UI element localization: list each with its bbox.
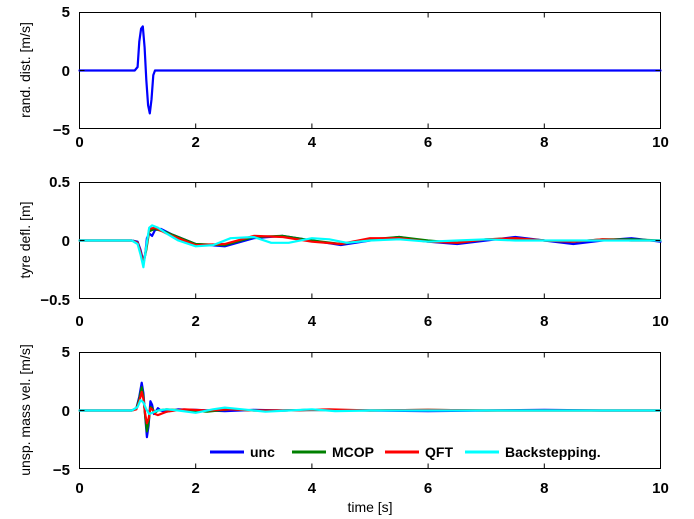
x-tick-label: 6 bbox=[424, 134, 432, 151]
legend-label-mcop: MCOP bbox=[332, 444, 374, 460]
series-layer bbox=[78, 381, 662, 439]
x-tick-label: 10 bbox=[652, 134, 669, 151]
y-tick-label: 0 bbox=[62, 233, 70, 250]
y-tick-label: 0.5 bbox=[49, 174, 70, 191]
legend-label-unc: unc bbox=[250, 444, 275, 460]
panel-random-disturbance: rand. dist. [m/s] 5 0 −5 0 2 4 6 8 10 bbox=[17, 4, 669, 151]
legend: unc MCOP QFT Backstepping. bbox=[210, 444, 601, 460]
x-axis-label: time [s] bbox=[347, 499, 392, 515]
y-tick-label: −5 bbox=[53, 122, 70, 139]
x-tick-label: 8 bbox=[540, 480, 548, 497]
x-tick-label: 2 bbox=[192, 313, 200, 330]
tick-layer bbox=[79, 12, 661, 129]
y-axis-label: rand. dist. [m/s] bbox=[17, 22, 33, 118]
x-tick-label: 4 bbox=[308, 313, 317, 330]
x-tick-label: 8 bbox=[540, 134, 548, 151]
y-tick-label: 0 bbox=[62, 63, 70, 80]
x-tick-label: 10 bbox=[652, 480, 669, 497]
y-tick-label: −0.5 bbox=[40, 292, 70, 309]
y-tick-label: 0 bbox=[62, 403, 70, 420]
x-tick-label: 6 bbox=[424, 313, 432, 330]
x-tick-label: 4 bbox=[308, 480, 317, 497]
x-tick-label: 2 bbox=[192, 134, 200, 151]
y-tick-label: −5 bbox=[53, 462, 70, 479]
series-0-line bbox=[78, 25, 662, 115]
y-axis-label: unsp. mass vel. [m/s] bbox=[17, 344, 33, 475]
series-layer bbox=[78, 25, 662, 115]
y-tick-label: 5 bbox=[62, 344, 70, 361]
panel-tyre-deflection: tyre defl. [m] 0.5 0 −0.5 0 2 4 6 8 10 bbox=[17, 174, 669, 330]
x-tick-label: 10 bbox=[652, 313, 669, 330]
tick-layer bbox=[79, 182, 661, 299]
x-tick-label: 0 bbox=[75, 313, 83, 330]
legend-label-qft: QFT bbox=[425, 444, 453, 460]
series-layer bbox=[78, 224, 662, 269]
series-3-line bbox=[78, 224, 662, 269]
panel-unsprung-mass-velocity: unsp. mass vel. [m/s] 5 0 −5 0 2 4 6 8 1… bbox=[17, 344, 669, 515]
legend-label-backstepping: Backstepping. bbox=[505, 444, 601, 460]
backstepping-line bbox=[78, 399, 662, 416]
tick-layer bbox=[79, 352, 661, 469]
y-axis-label: tyre defl. [m] bbox=[17, 201, 33, 278]
x-tick-label: 0 bbox=[75, 480, 83, 497]
x-tick-label: 8 bbox=[540, 313, 548, 330]
x-tick-label: 2 bbox=[192, 480, 200, 497]
x-tick-label: 4 bbox=[308, 134, 317, 151]
x-tick-label: 0 bbox=[75, 134, 83, 151]
y-tick-label: 5 bbox=[62, 4, 70, 21]
x-tick-label: 6 bbox=[424, 480, 432, 497]
